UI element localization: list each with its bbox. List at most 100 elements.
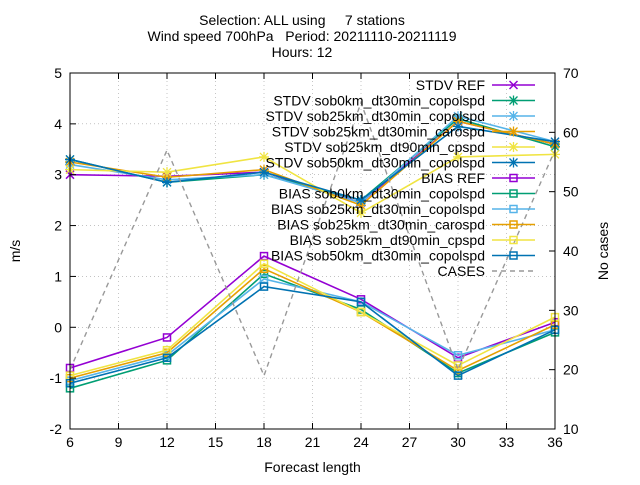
series-line: [69, 153, 556, 214]
y-tick-label: 2: [54, 218, 62, 234]
y-tick-label: 1: [54, 268, 62, 284]
data-point: [453, 121, 463, 132]
data-point: [453, 371, 463, 380]
x-tick-label: 27: [402, 434, 418, 450]
series-line: [69, 100, 556, 378]
legend-label: BIAS sob25km_dt30min_copolspd: [271, 201, 485, 217]
data-point: [356, 207, 366, 218]
series-layer: [65, 100, 560, 393]
legend-label: BIAS sob25km_dt30min_carospd: [277, 217, 485, 233]
chart-title-line: Hours: 12: [272, 44, 333, 60]
legend-entry: BIAS sob25km_dt30min_carospd: [277, 217, 535, 233]
legend-entry: STDV REF: [416, 77, 535, 93]
legend-entry: STDV sob25km_dt30min_carospd: [272, 124, 535, 140]
y-tick-label: 5: [54, 65, 62, 81]
y2-tick-label: 60: [563, 124, 579, 140]
data-point: [508, 111, 519, 121]
legend-label: BIAS REF: [421, 170, 485, 186]
data-point: [509, 251, 518, 260]
data-point: [508, 80, 519, 90]
data-point: [453, 351, 463, 360]
data-point: [509, 189, 518, 198]
x-tick-label: 36: [547, 434, 563, 450]
legend-label: STDV sob25km_dt90min_cpspd: [284, 139, 485, 155]
x-tick-label: 30: [450, 434, 466, 450]
data-point: [259, 264, 269, 274]
data-point: [259, 269, 269, 279]
x-tick-label: 21: [305, 434, 321, 450]
data-point: [259, 167, 269, 178]
legend-entry: BIAS sob25km_dt90min_cpspd: [290, 232, 535, 248]
x-tick-label: 12: [159, 434, 175, 450]
data-point: [162, 172, 172, 183]
y-tick-label: -1: [50, 370, 63, 386]
data-point: [509, 235, 518, 245]
data-point: [453, 116, 463, 127]
legend-entry: BIAS sob0km_dt30min_copolspd: [279, 186, 535, 202]
chart-title-line: Wind speed 700hPa Period: 20211110-20211…: [147, 28, 456, 44]
legend-entry: STDV sob0km_dt30min_copolspd: [273, 93, 535, 109]
data-point: [509, 204, 518, 214]
legend-label: STDV sob50km_dt30min_copolspd: [266, 155, 485, 171]
data-point: [453, 111, 463, 122]
y-axis-label: m/s: [7, 240, 23, 263]
x-tick-label: 9: [115, 434, 123, 450]
legend-label: BIAS sob50km_dt30min_copolspd: [271, 248, 485, 264]
series-line: [69, 115, 556, 204]
data-point: [508, 157, 519, 168]
data-point: [162, 353, 172, 363]
legend-entry: BIAS sob50km_dt30min_copolspd: [271, 248, 535, 264]
data-point: [356, 307, 366, 317]
legend-label: CASES: [438, 263, 485, 279]
data-point: [509, 220, 518, 229]
legend-label: STDV REF: [416, 77, 485, 93]
data-point: [162, 167, 172, 178]
data-point: [508, 95, 519, 106]
data-point: [356, 297, 366, 307]
y-tick-label: 4: [54, 116, 62, 132]
data-point: [162, 177, 172, 188]
y2-tick-label: 10: [563, 421, 579, 437]
data-point: [356, 195, 366, 206]
legend-label: STDV sob25km_dt30min_carospd: [272, 124, 485, 140]
data-point: [259, 282, 269, 291]
legend-entry: CASES: [438, 263, 535, 279]
legend-entry: STDV sob50km_dt30min_copolspd: [266, 155, 535, 171]
legend-entry: BIAS sob25km_dt30min_copolspd: [271, 201, 535, 217]
data-point: [509, 173, 518, 183]
y2-axis-label: No cases: [595, 222, 611, 280]
data-point: [453, 151, 463, 162]
legend-label: STDV sob0km_dt30min_copolspd: [273, 93, 485, 109]
y-tick-label: -2: [50, 421, 63, 437]
legend-label: BIAS sob0km_dt30min_copolspd: [279, 186, 485, 202]
series-line: [69, 285, 556, 385]
data-point: [162, 333, 172, 342]
y2-tick-label: 30: [563, 302, 579, 318]
x-tick-label: 33: [499, 434, 515, 450]
x-tick-label: 6: [66, 434, 74, 450]
series-line: [69, 267, 556, 379]
series-bias-sob50km-dt30min-copolspd: [65, 282, 560, 388]
data-point: [259, 151, 269, 162]
x-axis-label: Forecast length: [264, 459, 361, 475]
y-tick-label: 3: [54, 167, 62, 183]
series-line: [69, 125, 556, 202]
y2-tick-label: 50: [563, 184, 579, 200]
data-point: [356, 200, 366, 211]
series-line: [69, 120, 556, 207]
series-line: [69, 255, 556, 369]
legend-entry: STDV sob25km_dt30min_copolspd: [266, 108, 535, 124]
data-point: [453, 366, 463, 375]
series-line: [69, 262, 556, 377]
tick-layer: 6 9 12 15 18 21 24 27 30 33 36-2-10123451020304050…: [50, 65, 579, 450]
y2-tick-label: 40: [563, 243, 579, 259]
y-tick-label: 0: [54, 319, 62, 335]
y2-tick-label: 20: [563, 362, 579, 378]
y2-tick-label: 70: [563, 65, 579, 81]
data-point: [508, 126, 519, 137]
legend-label: STDV sob25km_dt30min_copolspd: [266, 108, 485, 124]
